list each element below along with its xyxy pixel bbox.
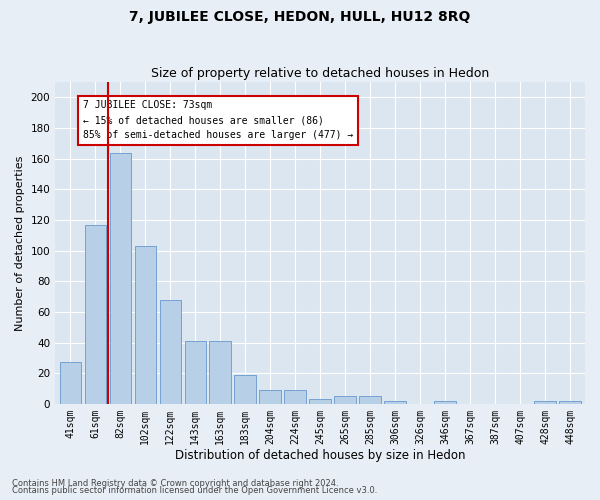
Bar [85, 224, 106, 404]
Bar [134, 246, 156, 404]
Bar [535, 401, 556, 404]
Text: Contains HM Land Registry data © Crown copyright and database right 2024.: Contains HM Land Registry data © Crown c… [12, 478, 338, 488]
Bar [434, 401, 455, 404]
Title: Size of property relative to detached houses in Hedon: Size of property relative to detached ho… [151, 66, 489, 80]
Bar [59, 362, 81, 404]
Text: 7 JUBILEE CLOSE: 73sqm
← 15% of detached houses are smaller (86)
85% of semi-det: 7 JUBILEE CLOSE: 73sqm ← 15% of detached… [83, 100, 353, 140]
Bar [284, 390, 306, 404]
Bar [235, 374, 256, 404]
X-axis label: Distribution of detached houses by size in Hedon: Distribution of detached houses by size … [175, 450, 466, 462]
Bar [334, 396, 356, 404]
Text: 7, JUBILEE CLOSE, HEDON, HULL, HU12 8RQ: 7, JUBILEE CLOSE, HEDON, HULL, HU12 8RQ [130, 10, 470, 24]
Bar [559, 401, 581, 404]
Y-axis label: Number of detached properties: Number of detached properties [15, 156, 25, 330]
Bar [185, 341, 206, 404]
Bar [385, 401, 406, 404]
Bar [209, 341, 231, 404]
Bar [110, 152, 131, 404]
Bar [259, 390, 281, 404]
Bar [359, 396, 380, 404]
Bar [160, 300, 181, 404]
Bar [310, 399, 331, 404]
Text: Contains public sector information licensed under the Open Government Licence v3: Contains public sector information licen… [12, 486, 377, 495]
